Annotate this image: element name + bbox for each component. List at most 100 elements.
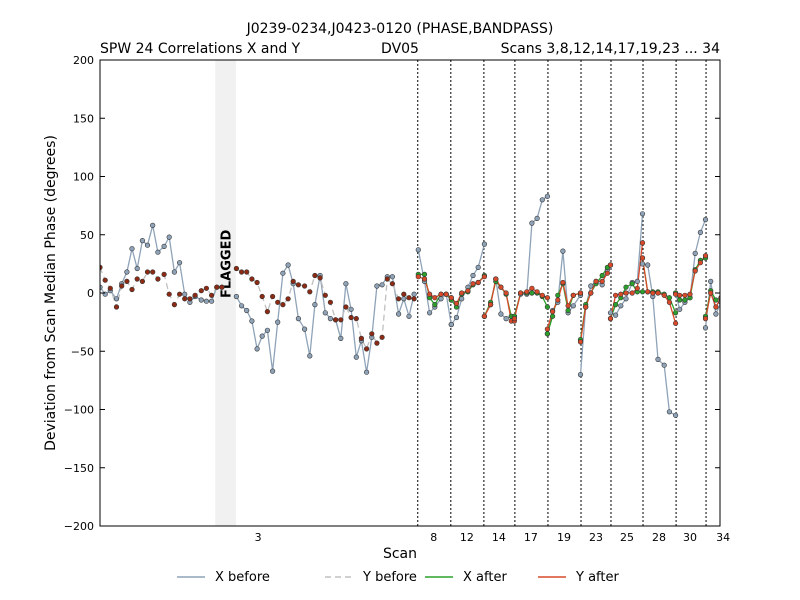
data-point-y-before (290, 278, 296, 285)
data-point-y-after (629, 290, 635, 296)
data-point-y-after (708, 290, 714, 296)
data-point-y-after (724, 288, 729, 293)
data-point-y-after (607, 262, 614, 268)
data-point-y-before (338, 317, 344, 323)
data-point-x-after (599, 272, 605, 279)
data-point-y-after (544, 326, 551, 332)
series-line-x-before (704, 281, 720, 328)
data-point-y-after (481, 313, 488, 319)
chart-subtitle-center: DV05 (381, 41, 419, 57)
data-point-x-before (645, 262, 651, 268)
data-point-x-before (438, 296, 444, 302)
data-point-x-before (623, 296, 629, 302)
data-point-y-before (233, 265, 239, 272)
data-point-x-before (475, 264, 481, 271)
data-point-x-before (364, 369, 370, 375)
data-point-y-after (702, 253, 709, 259)
data-point-x-before (177, 260, 183, 266)
data-point-y-after (666, 299, 673, 305)
data-point-x-after (682, 297, 688, 303)
data-point-x-before (307, 353, 313, 359)
data-point-y-before (358, 335, 365, 342)
data-point-y-before (134, 276, 140, 282)
x-axis-label: Scan (383, 546, 417, 562)
data-point-y-before (249, 276, 255, 282)
data-point-y-before (317, 275, 323, 281)
data-point-y-after (465, 288, 471, 294)
data-point-y-after (560, 279, 566, 286)
data-point-x-after (734, 274, 739, 279)
data-point-y-before (100, 264, 103, 270)
data-point-y-before (374, 340, 380, 346)
data-point-y-before (177, 291, 183, 297)
data-point-y-before (364, 346, 370, 352)
x-tick-label: 23 (589, 531, 603, 544)
data-point-x-before (415, 247, 421, 253)
data-point-x-before (155, 249, 161, 255)
data-point-x-after (739, 267, 744, 272)
data-point-y-before (275, 299, 281, 305)
data-point-x-before (139, 238, 145, 244)
data-point-x-after (544, 304, 551, 310)
data-point-x-before (448, 321, 454, 328)
data-point-x-before (729, 285, 734, 290)
data-point-y-after (639, 240, 646, 246)
data-point-x-before (672, 412, 679, 418)
data-point-y-after (729, 285, 734, 290)
data-point-y-before (119, 283, 125, 289)
data-point-y-before (144, 269, 151, 275)
data-point-x-before (161, 243, 167, 249)
x-tick-label: 25 (620, 531, 634, 544)
data-point-x-before (718, 299, 720, 305)
data-point-y-after (475, 279, 481, 286)
data-point-y-before (369, 331, 375, 337)
data-point-y-before (209, 292, 215, 298)
data-point-x-after (421, 271, 428, 278)
series-lines (100, 195, 720, 416)
x-tick-label: 8 (430, 531, 437, 544)
data-point-x-before (100, 284, 103, 290)
data-point-y-before (239, 269, 245, 275)
data-point-y-before (182, 296, 188, 302)
data-point-x-before (677, 306, 683, 312)
y-axis-label: Deviation from Scan Median Phase (degree… (43, 135, 59, 451)
data-point-y-after (517, 290, 524, 296)
data-point-y-before (219, 284, 225, 290)
data-point-y-before (187, 296, 193, 302)
data-point-x-before (481, 241, 488, 247)
data-point-x-before (427, 310, 433, 316)
data-point-y-after (470, 281, 476, 287)
x-axis-ticks: 3 8 12 14 17 19 23 25 28 30 34 (255, 531, 730, 544)
data-point-x-before (264, 327, 271, 333)
data-point-y-before (401, 291, 407, 297)
data-point-y-after (599, 278, 605, 285)
legend-label-y-after: Y after (575, 570, 619, 585)
data-point-x-after (713, 297, 719, 303)
data-point-x-before (708, 278, 714, 285)
data-point-y-after (577, 339, 584, 345)
data-point-x-after (729, 285, 734, 290)
data-point-y-before (192, 292, 198, 298)
data-point-x-before (124, 269, 130, 275)
data-point-y-before (322, 292, 328, 298)
data-point-x-before (280, 270, 286, 276)
data-point-y-before (343, 304, 349, 310)
y-tick-label: 200 (73, 54, 94, 67)
data-point-y-before (384, 276, 390, 282)
data-point-x-before (612, 312, 619, 318)
x-tick-label: 14 (492, 531, 506, 544)
data-point-y-after (677, 292, 683, 298)
data-point-y-after (713, 304, 719, 310)
data-point-y-after (697, 260, 704, 266)
data-point-y-after (577, 290, 584, 296)
data-point-x-before (639, 261, 646, 267)
data-point-y-before (102, 277, 108, 283)
data-point-x-after (623, 284, 629, 290)
data-point-y-after (612, 292, 619, 298)
data-point-y-before (139, 278, 145, 285)
data-point-x-after (549, 313, 556, 319)
data-point-y-after (570, 292, 576, 298)
data-point-x-before (503, 316, 509, 322)
data-point-x-after (555, 292, 561, 298)
